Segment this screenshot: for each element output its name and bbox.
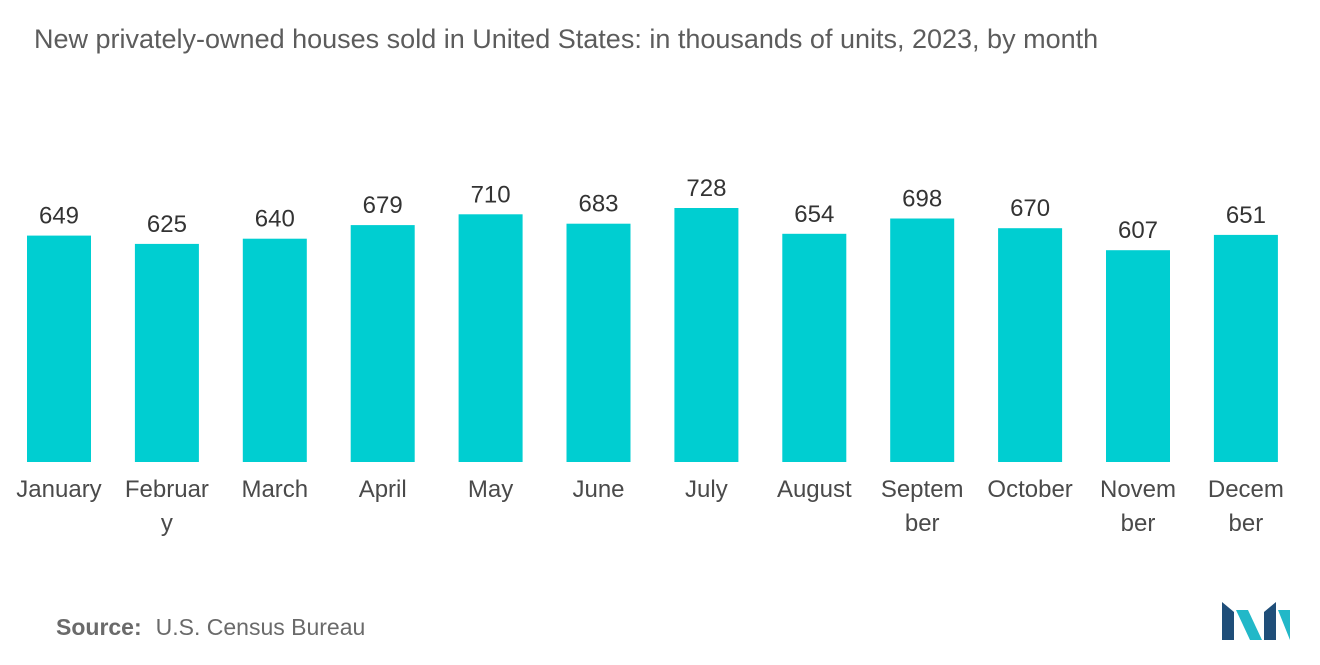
- source-note: Source: U.S. Census Bureau: [56, 614, 365, 641]
- category-label-february: Februar y: [125, 476, 209, 537]
- source-text: U.S. Census Bureau: [155, 614, 366, 640]
- bar-august: [782, 233, 847, 462]
- category-label-december: Decem ber: [1208, 476, 1284, 537]
- bar-february: [134, 243, 199, 462]
- bar-may: [458, 214, 523, 462]
- bars-layer: [27, 208, 1278, 462]
- bar-december: [1213, 234, 1278, 462]
- category-label-august: August: [777, 476, 852, 503]
- value-label-march: 640: [255, 206, 295, 233]
- bar-january: [27, 235, 91, 462]
- logo-shape-mid: [1236, 610, 1262, 640]
- value-label-august: 654: [794, 201, 834, 228]
- bar-april: [350, 225, 415, 462]
- logo-shape-left: [1222, 602, 1234, 640]
- logo-shape-right: [1264, 602, 1276, 640]
- category-label-july: July: [685, 476, 728, 503]
- bar-chart: 649 625 640 679 710 683 728 654 698 670 607 651 Jan…: [16, 175, 1284, 537]
- value-label-july: 728: [686, 175, 726, 202]
- value-label-january: 649: [39, 203, 79, 230]
- value-label-april: 679: [363, 192, 403, 219]
- bar-november: [1106, 250, 1170, 462]
- bar-june: [566, 223, 631, 462]
- category-label-march: March: [241, 476, 308, 503]
- bar-july: [674, 208, 739, 462]
- category-label-may: May: [468, 476, 513, 503]
- chart-title: New privately-owned houses sold in Unite…: [34, 24, 1099, 54]
- bar-october: [998, 228, 1063, 462]
- source-label: Source:: [56, 614, 142, 640]
- category-label-january: January: [16, 476, 101, 503]
- value-label-may: 710: [471, 181, 511, 208]
- value-labels-layer: 649 625 640 679 710 683 728 654 698 670 607 651: [39, 175, 1266, 244]
- value-label-february: 625: [147, 211, 187, 238]
- category-label-april: April: [359, 476, 407, 503]
- bar-september: [890, 218, 955, 462]
- value-label-november: 607: [1118, 217, 1158, 244]
- bar-march: [242, 238, 307, 462]
- value-label-october: 670: [1010, 195, 1050, 222]
- category-label-october: October: [987, 476, 1072, 503]
- category-labels-layer: January Februar y March April May June July Augu…: [16, 476, 1284, 537]
- value-label-june: 683: [578, 191, 618, 218]
- category-label-september: Septem ber: [881, 476, 964, 537]
- category-label-november: Novem ber: [1100, 476, 1176, 537]
- logo-shape-far: [1278, 610, 1290, 640]
- category-label-june: June: [572, 476, 624, 503]
- value-label-december: 651: [1226, 202, 1266, 229]
- company-logo-icon: [1222, 602, 1290, 640]
- value-label-september: 698: [902, 186, 942, 213]
